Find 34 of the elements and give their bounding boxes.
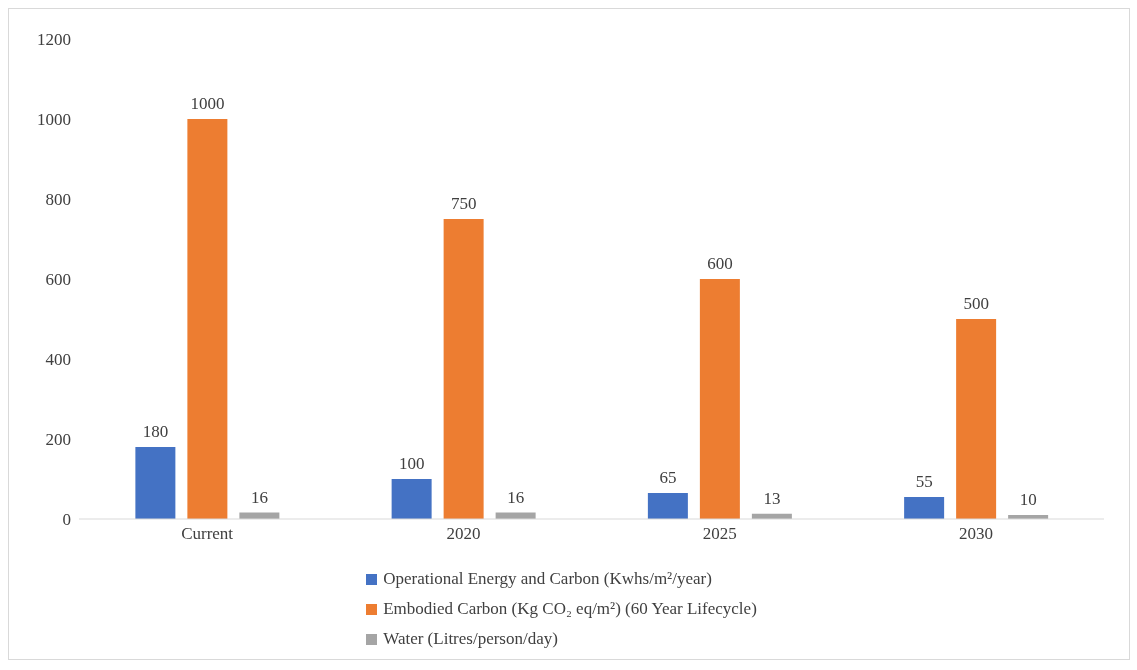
bar bbox=[391, 479, 432, 519]
x-tick-label: 2025 bbox=[702, 524, 737, 544]
x-tick-label: Current bbox=[181, 524, 234, 544]
y-tick-label: 600 bbox=[45, 270, 71, 290]
bar bbox=[443, 219, 484, 519]
data-label: 55 bbox=[915, 472, 933, 491]
y-tick-label: 200 bbox=[45, 430, 71, 450]
legend-label: Operational Energy and Carbon (Kwhs/m²/year) bbox=[383, 569, 712, 589]
y-tick-label: 400 bbox=[45, 350, 71, 370]
y-tick-label: 0 bbox=[62, 510, 71, 530]
x-tick-label: 2020 bbox=[446, 524, 481, 544]
bar bbox=[135, 447, 176, 519]
bar bbox=[187, 119, 228, 519]
bar bbox=[699, 279, 740, 519]
data-label: 180 bbox=[142, 422, 169, 441]
bar bbox=[956, 319, 997, 519]
data-label: 65 bbox=[659, 468, 677, 487]
legend-label: Water (Litres/person/day) bbox=[383, 629, 558, 649]
data-label: 100 bbox=[398, 454, 425, 473]
bar bbox=[904, 497, 945, 519]
legend-label: Embodied Carbon (Kg CO₂ eq/m²) (60 Year Lifecycle) bbox=[383, 599, 757, 619]
data-label: 500 bbox=[963, 294, 989, 313]
bar bbox=[647, 493, 688, 519]
data-label: 16 bbox=[250, 487, 268, 507]
data-label: 750 bbox=[450, 194, 477, 213]
data-label: 16 bbox=[507, 487, 525, 507]
y-tick-label: 1000 bbox=[37, 110, 71, 130]
data-label: 10 bbox=[1019, 490, 1037, 509]
y-tick-label: 1200 bbox=[37, 30, 71, 50]
y-tick-label: 800 bbox=[45, 190, 71, 210]
data-label: 1000 bbox=[190, 94, 225, 113]
data-label: 600 bbox=[707, 254, 733, 273]
x-tick-label: 2030 bbox=[958, 524, 993, 544]
data-label: 13 bbox=[763, 488, 781, 508]
